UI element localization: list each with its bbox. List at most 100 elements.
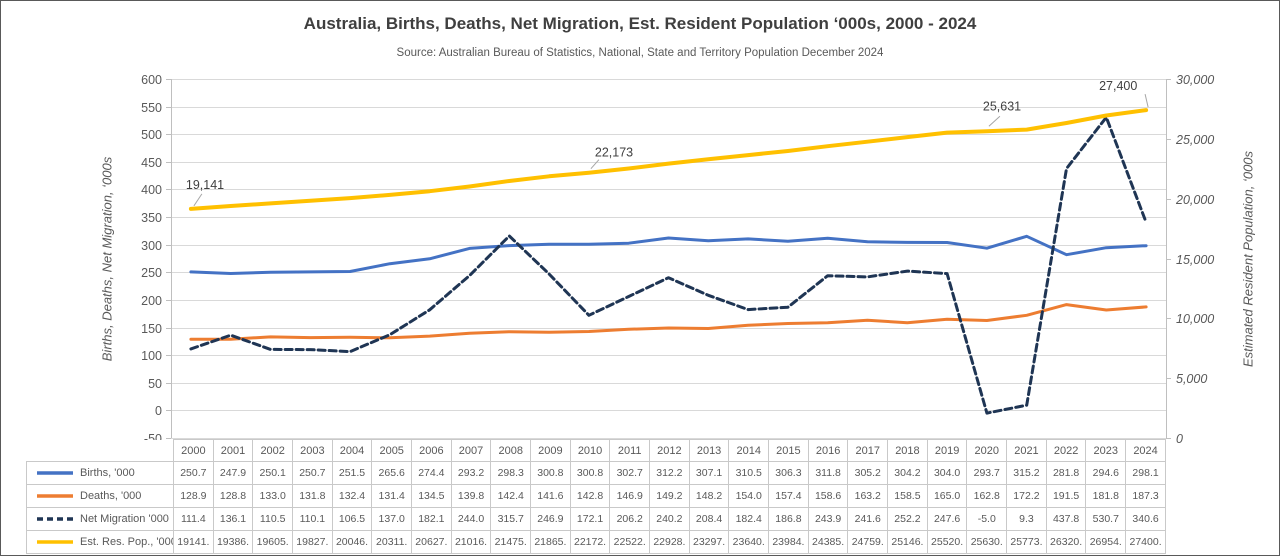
legend-cell: Est. Res. Pop., '000: [26, 530, 174, 554]
value-cell: 305.2: [847, 461, 889, 485]
value-cell: 307.1: [688, 461, 730, 485]
data-label: 27,400: [1099, 79, 1137, 93]
value-cell: 310.5: [728, 461, 770, 485]
legend-label: Est. Res. Pop., '000: [80, 536, 174, 549]
value-cell: 128.8: [212, 484, 254, 508]
value-cell: 191.5: [1045, 484, 1087, 508]
value-cell: 244.0: [450, 507, 492, 531]
value-cell: 300.8: [569, 461, 611, 485]
left-tick-label: 550: [141, 101, 162, 115]
value-cell: 240.2: [649, 507, 690, 531]
value-cell: 22522.: [609, 530, 651, 554]
left-axis-title: Births, Deaths, Net Migration, ‘000s: [99, 156, 115, 362]
year-header-cell: 2014: [728, 439, 770, 462]
year-header-cell: 2006: [411, 439, 452, 462]
left-tick-label: 200: [141, 294, 162, 308]
value-cell: 24759.: [847, 530, 889, 554]
legend-label: Net Migration '000: [80, 513, 169, 526]
value-cell: 19827.: [292, 530, 333, 554]
right-axis-title: Estimated Resident Population, ‘000s: [1240, 150, 1256, 368]
right-tick-label: 10,000: [1176, 312, 1214, 326]
year-header-cell: 2008: [490, 439, 532, 462]
value-cell: 157.4: [768, 484, 809, 508]
value-cell: 19605.: [252, 530, 294, 554]
value-cell: 304.0: [926, 461, 968, 485]
value-cell: 312.2: [649, 461, 690, 485]
value-cell: 247.9: [212, 461, 254, 485]
year-header-cell: 2022: [1045, 439, 1087, 462]
value-cell: 300.8: [530, 461, 571, 485]
value-cell: 106.5: [331, 507, 373, 531]
value-cell: 206.2: [609, 507, 651, 531]
right-tick-label: 0: [1176, 432, 1183, 446]
table-row: Births, '000 250.7 247.9 250.1 250.7 251.5 265…: [26, 461, 1166, 485]
value-cell: 27400.: [1125, 530, 1166, 554]
value-cell: 315.2: [1006, 461, 1047, 485]
value-cell: 162.8: [966, 484, 1008, 508]
value-cell: 172.1: [569, 507, 611, 531]
data-label: 25,631: [983, 99, 1021, 113]
year-header-cell: 2003: [292, 439, 333, 462]
value-cell: 134.5: [411, 484, 452, 508]
value-cell: 298.3: [490, 461, 532, 485]
year-header-cell: 2015: [768, 439, 809, 462]
year-header-cell: 2002: [252, 439, 294, 462]
left-tick-label: 300: [141, 239, 162, 253]
right-tick-label: 20,000: [1175, 193, 1214, 207]
value-cell: 247.6: [926, 507, 968, 531]
left-tick-label: 0: [155, 404, 162, 418]
value-cell: 298.1: [1125, 461, 1166, 485]
legend-line-icon: [37, 471, 73, 475]
year-header-cell: 2012: [649, 439, 690, 462]
value-cell: 131.4: [371, 484, 413, 508]
legend-line-icon: [37, 540, 73, 544]
value-cell: 137.0: [371, 507, 413, 531]
value-cell: 25520.: [926, 530, 968, 554]
value-cell: 208.4: [688, 507, 730, 531]
value-cell: 250.1: [252, 461, 294, 485]
year-header-cell: 2023: [1085, 439, 1127, 462]
value-cell: 302.7: [609, 461, 651, 485]
value-cell: 25773.: [1006, 530, 1047, 554]
value-cell: 246.9: [530, 507, 571, 531]
table-header-row: 2000 2001 2002 2003 2004 2005 2006 2007 2008 2009…: [26, 439, 1166, 462]
year-header-cell: 2001: [212, 439, 254, 462]
legend-cell: Net Migration '000: [26, 507, 174, 531]
right-tick-label: 30,000: [1176, 73, 1214, 87]
value-cell: 23297.: [688, 530, 730, 554]
value-cell: 26954.: [1085, 530, 1127, 554]
annotation-leader-line: [988, 115, 1001, 127]
value-cell: 139.8: [450, 484, 492, 508]
year-header-cell: 2024: [1125, 439, 1166, 462]
value-cell: 149.2: [649, 484, 690, 508]
value-cell: 132.4: [331, 484, 373, 508]
right-tick-label: 25,000: [1175, 133, 1214, 147]
value-cell: 22172.: [569, 530, 611, 554]
year-header-cell: 2020: [966, 439, 1008, 462]
value-cell: 165.0: [926, 484, 968, 508]
annotation-leader-line: [193, 193, 203, 207]
year-header-cell: 2000: [173, 439, 214, 462]
left-tick-label: 350: [141, 211, 162, 225]
value-cell: 26320.: [1045, 530, 1087, 554]
year-header-cell: 2018: [887, 439, 928, 462]
legend-line-icon: [37, 494, 73, 498]
year-header-cell: 2016: [807, 439, 849, 462]
year-header-cell: 2005: [371, 439, 413, 462]
legend-label: Births, '000: [80, 467, 135, 480]
value-cell: 111.4: [173, 507, 214, 531]
page-title: Australia, Births, Deaths, Net Migration…: [303, 14, 977, 33]
value-cell: 23984.: [768, 530, 809, 554]
value-cell: 21475.: [490, 530, 532, 554]
value-cell: 250.7: [173, 461, 214, 485]
left-tick-label: 250: [141, 266, 162, 280]
value-cell: 187.3: [1125, 484, 1166, 508]
series-line: [189, 115, 1148, 415]
value-cell: 158.5: [887, 484, 928, 508]
value-cell: 24385.: [807, 530, 849, 554]
year-header-cell: 2017: [847, 439, 889, 462]
value-cell: 19386.: [212, 530, 254, 554]
value-cell: 25146.: [887, 530, 928, 554]
